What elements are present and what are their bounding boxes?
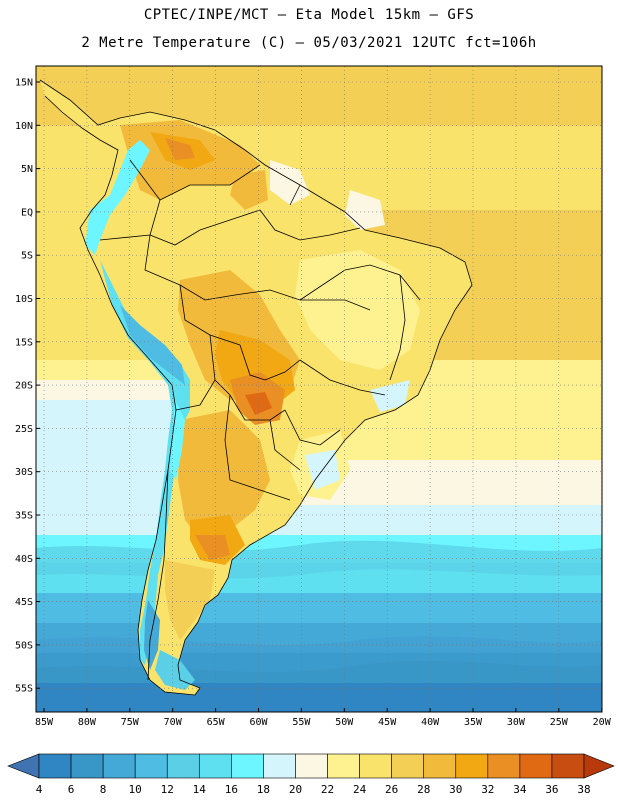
lat-label: EQ <box>21 207 33 218</box>
colorbar-label: 36 <box>545 783 558 796</box>
colorbar-segment <box>455 753 489 779</box>
colorbar-segment <box>423 753 457 779</box>
colorbar-label: 30 <box>449 783 462 796</box>
colorbar-segment <box>263 753 296 779</box>
colorbar-arrow-high <box>583 753 615 779</box>
colorbar-label: 24 <box>353 783 367 796</box>
temperature-field <box>36 66 602 712</box>
colorbar-label: 26 <box>385 783 398 796</box>
colorbar-segment <box>519 753 553 779</box>
colorbar: 4 6 8 10 12 14 16 18 20 22 24 26 28 30 32 34 36 38 <box>7 753 615 796</box>
lat-label: 50S <box>15 640 33 651</box>
colorbar-label: 28 <box>417 783 430 796</box>
colorbar-segment <box>551 753 585 779</box>
colorbar-label: 6 <box>68 783 75 796</box>
latitude-axis: 15N 10N 5N EQ 5S 10S 15S 20S 25S 30S 35S 40S 45S 50S 5… <box>15 78 40 695</box>
colorbar-segment <box>295 753 328 779</box>
lat-label: 45S <box>15 597 33 608</box>
lat-label: 55S <box>15 684 33 695</box>
colorbar-segment <box>231 753 264 779</box>
lat-label: 30S <box>15 467 33 478</box>
colorbar-label: 38 <box>577 783 590 796</box>
colorbar-label: 22 <box>321 783 334 796</box>
lat-label: 5S <box>21 251 33 262</box>
colorbar-segment <box>70 753 104 779</box>
longitude-axis: 85W 80W 75W 70W 65W 60W 55W 50W 45W 40W 35W 30W 25W 2… <box>35 708 612 728</box>
lon-label: 85W <box>35 717 54 728</box>
coastlines-and-borders <box>39 79 473 696</box>
colorbar-label: 14 <box>193 783 207 796</box>
lon-label: 80W <box>78 717 97 728</box>
lon-label: 30W <box>507 717 526 728</box>
colorbar-segment <box>391 753 425 779</box>
lat-label: 15N <box>15 78 33 89</box>
colorbar-label: 12 <box>161 783 174 796</box>
colorbar-label: 16 <box>225 783 238 796</box>
colorbar-arrow-low <box>7 753 40 779</box>
lat-label: 10N <box>15 121 33 132</box>
chart-title-line-2: 2 Metre Temperature (C) – 05/03/2021 12U… <box>81 35 537 51</box>
colorbar-segment <box>166 753 200 779</box>
lat-label: 15S <box>15 337 33 348</box>
lat-label: 40S <box>15 554 33 565</box>
colorbar-label: 4 <box>36 783 43 796</box>
lat-label: 10S <box>15 294 33 305</box>
map-frame <box>35 65 603 713</box>
colorbar-label: 32 <box>481 783 494 796</box>
lon-label: 40W <box>421 717 440 728</box>
lon-label: 60W <box>249 717 268 728</box>
colorbar-segment <box>359 753 392 779</box>
colorbar-segment <box>487 753 521 779</box>
colorbar-label: 8 <box>100 783 107 796</box>
colorbar-segment <box>198 753 232 779</box>
colorbar-label: 34 <box>513 783 527 796</box>
chart-title-line-1: CPTEC/INPE/MCT – Eta Model 15km – GFS <box>143 7 475 23</box>
lat-label: 35S <box>15 511 33 522</box>
lon-label: 45W <box>378 717 397 728</box>
lon-label: 70W <box>164 717 183 728</box>
colorbar-segment <box>134 753 168 779</box>
lon-label: 65W <box>207 717 226 728</box>
colorbar-segment <box>102 753 136 779</box>
lat-label: 25S <box>15 424 33 435</box>
lat-label: 5N <box>21 164 33 175</box>
lon-label: 35W <box>464 717 483 728</box>
colorbar-segment <box>327 753 360 779</box>
lat-label: 20S <box>15 381 33 392</box>
lon-label: 75W <box>121 717 140 728</box>
lon-label: 20W <box>593 717 612 728</box>
lon-label: 50W <box>335 717 354 728</box>
colorbar-label: 10 <box>129 783 142 796</box>
lon-label: 25W <box>550 717 569 728</box>
colorbar-segment <box>38 753 72 779</box>
colorbar-label: 18 <box>257 783 270 796</box>
lon-label: 55W <box>292 717 311 728</box>
colorbar-label: 20 <box>289 783 302 796</box>
